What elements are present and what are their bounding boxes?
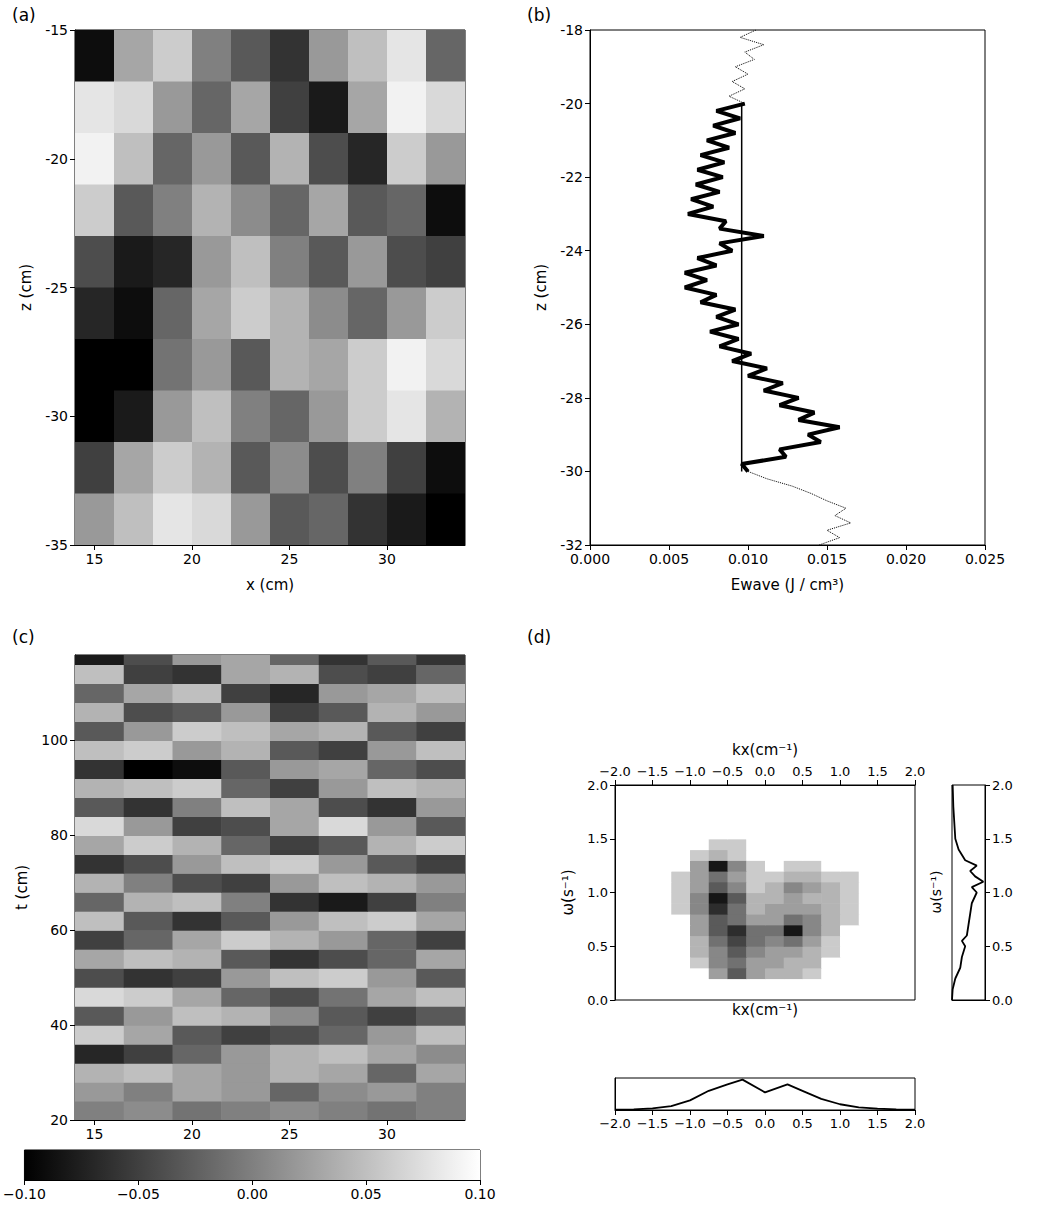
svg-text:2.0: 2.0	[992, 778, 1013, 793]
svg-text:-24: -24	[560, 243, 583, 259]
svg-text:−0.5: −0.5	[712, 1116, 744, 1131]
svg-text:2.0: 2.0	[905, 764, 926, 779]
svg-text:1.5: 1.5	[992, 831, 1013, 846]
svg-text:z (cm): z (cm)	[532, 264, 550, 311]
svg-text:0.5: 0.5	[587, 939, 608, 954]
svg-text:−1.0: −1.0	[674, 1116, 706, 1131]
svg-text:−1.0: −1.0	[674, 764, 706, 779]
svg-text:-35: -35	[45, 537, 68, 553]
svg-text:(c): (c)	[12, 627, 35, 647]
svg-text:20: 20	[50, 1112, 68, 1128]
svg-text:−0.05: −0.05	[117, 1186, 160, 1202]
svg-text:1.5: 1.5	[867, 1116, 888, 1131]
svg-text:0.5: 0.5	[792, 764, 813, 779]
svg-text:20: 20	[183, 1126, 201, 1142]
svg-text:20: 20	[183, 551, 201, 567]
svg-text:−1.5: −1.5	[637, 1116, 669, 1131]
svg-text:0.0: 0.0	[755, 764, 776, 779]
svg-text:2.0: 2.0	[905, 1116, 926, 1131]
svg-text:−2.0: −2.0	[599, 1116, 631, 1131]
svg-text:t (cm): t (cm)	[13, 865, 31, 910]
svg-text:1.5: 1.5	[867, 764, 888, 779]
svg-text:kx(cm⁻¹): kx(cm⁻¹)	[732, 1001, 798, 1019]
svg-text:0.010: 0.010	[728, 551, 768, 567]
svg-text:100: 100	[41, 732, 68, 748]
svg-text:(b): (b)	[527, 5, 551, 25]
svg-text:-18: -18	[560, 22, 583, 38]
svg-text:−2.0: −2.0	[599, 764, 631, 779]
svg-text:0.0: 0.0	[587, 993, 608, 1008]
svg-text:Ewave (J / cm³): Ewave (J / cm³)	[731, 576, 844, 594]
svg-text:25: 25	[281, 1126, 299, 1142]
svg-text:−1.5: −1.5	[637, 764, 669, 779]
svg-text:-20: -20	[560, 96, 583, 112]
svg-text:0.5: 0.5	[992, 939, 1013, 954]
svg-text:x (cm): x (cm)	[246, 576, 294, 594]
svg-text:2.0: 2.0	[587, 778, 608, 793]
svg-text:30: 30	[378, 1126, 396, 1142]
svg-text:ω(s⁻¹): ω(s⁻¹)	[559, 869, 577, 915]
svg-text:-28: -28	[560, 390, 583, 406]
svg-text:60: 60	[50, 922, 68, 938]
svg-text:-30: -30	[560, 463, 583, 479]
svg-text:-20: -20	[45, 151, 68, 167]
svg-text:15: 15	[86, 1126, 104, 1142]
svg-text:z (cm): z (cm)	[17, 264, 35, 311]
svg-text:0.5: 0.5	[792, 1116, 813, 1131]
svg-text:ω(s⁻¹): ω(s⁻¹)	[928, 871, 944, 914]
svg-text:15: 15	[86, 551, 104, 567]
svg-text:0.00: 0.00	[237, 1186, 268, 1202]
svg-text:(a): (a)	[12, 5, 36, 25]
svg-text:kx(cm⁻¹): kx(cm⁻¹)	[732, 741, 798, 759]
svg-text:−0.5: −0.5	[712, 764, 744, 779]
svg-text:-32: -32	[560, 537, 583, 553]
svg-text:0.0: 0.0	[755, 1116, 776, 1131]
svg-text:1.0: 1.0	[587, 885, 608, 900]
svg-text:-26: -26	[560, 316, 583, 332]
svg-text:-30: -30	[45, 408, 68, 424]
svg-text:1.0: 1.0	[830, 1116, 851, 1131]
svg-text:0.10: 0.10	[464, 1186, 495, 1202]
svg-text:−0.10: −0.10	[3, 1186, 46, 1202]
svg-text:25: 25	[281, 551, 299, 567]
svg-text:0.000: 0.000	[570, 551, 610, 567]
svg-text:1.5: 1.5	[587, 831, 608, 846]
svg-text:(d): (d)	[527, 627, 551, 647]
svg-text:30: 30	[378, 551, 396, 567]
svg-text:0.020: 0.020	[886, 551, 926, 567]
svg-text:0.05: 0.05	[351, 1186, 382, 1202]
svg-text:1.0: 1.0	[830, 764, 851, 779]
svg-text:-22: -22	[560, 169, 583, 185]
svg-text:0.015: 0.015	[807, 551, 847, 567]
svg-text:80: 80	[50, 827, 68, 843]
svg-text:-15: -15	[45, 22, 68, 38]
svg-text:0.025: 0.025	[965, 551, 1005, 567]
svg-text:40: 40	[50, 1017, 68, 1033]
svg-text:0.005: 0.005	[649, 551, 689, 567]
svg-text:1.0: 1.0	[992, 885, 1013, 900]
svg-text:0.0: 0.0	[992, 993, 1013, 1008]
svg-text:-25: -25	[45, 280, 68, 296]
